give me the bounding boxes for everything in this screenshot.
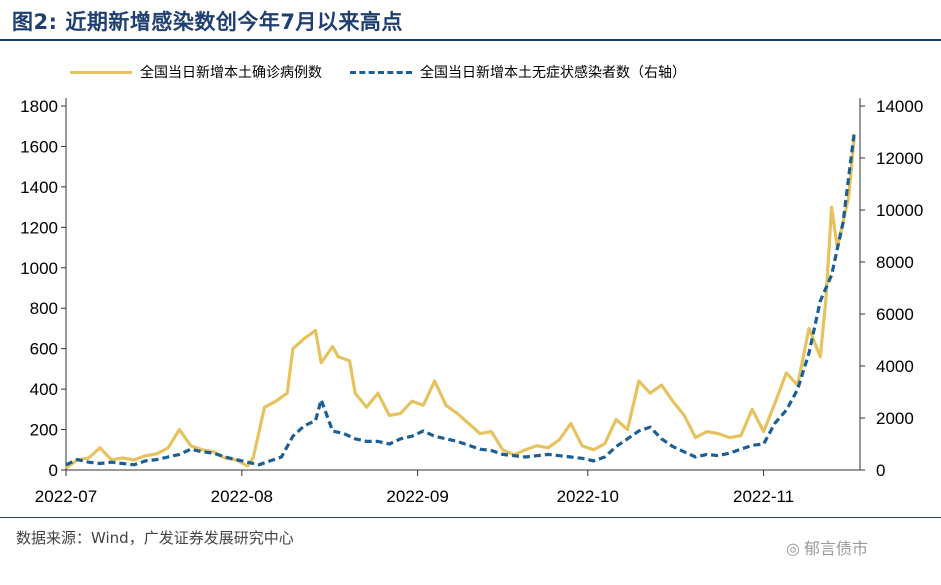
chart-legend: 全国当日新增本土确诊病例数 全国当日新增本土无症状感染者数（右轴） xyxy=(70,62,686,82)
y-right-tick-label: 8000 xyxy=(876,253,914,272)
x-tick-label: 2022-11 xyxy=(733,487,794,506)
y-right-tick-label: 2000 xyxy=(876,409,914,428)
legend-item-confirmed: 全国当日新增本土确诊病例数 xyxy=(70,62,322,82)
y-left-tick-label: 0 xyxy=(49,461,58,480)
watermark-text: 郁言债市 xyxy=(803,539,868,558)
y-right-tick-label: 6000 xyxy=(876,305,914,324)
y-right-tick-label: 10000 xyxy=(876,201,923,220)
y-left-tick-label: 800 xyxy=(30,299,58,318)
legend-label-asymptomatic: 全国当日新增本土无症状感染者数（右轴） xyxy=(420,65,686,81)
y-right-tick-label: 14000 xyxy=(876,97,923,116)
legend-item-asymptomatic: 全国当日新增本土无症状感染者数（右轴） xyxy=(350,62,686,82)
title-divider xyxy=(0,39,941,41)
legend-label-confirmed: 全国当日新增本土确诊病例数 xyxy=(140,65,322,81)
series-line-confirmed xyxy=(65,136,856,470)
y-right-tick-label: 12000 xyxy=(876,149,923,168)
y-left-tick-label: 600 xyxy=(30,340,58,359)
legend-swatch-dashed xyxy=(350,70,412,74)
y-left-tick-label: 1000 xyxy=(20,259,58,278)
legend-swatch-solid xyxy=(70,70,132,74)
line-chart: 0 200 400 600 800 1000 1200 1400 1600 1800 0 2000 40… xyxy=(20,97,923,506)
y-left-tick-label: 1400 xyxy=(20,178,58,197)
y-left-tick-label: 400 xyxy=(30,380,58,399)
chart-title: 图2: 近期新增感染数创今年7月以来高点 xyxy=(12,10,403,34)
y-right-tick-label: 0 xyxy=(876,461,885,480)
y-left-tick-label: 1600 xyxy=(20,137,58,156)
x-tick-label: 2022-07 xyxy=(35,487,97,506)
x-tick-label: 2022-09 xyxy=(386,487,448,506)
source-note: 数据来源：Wind，广发证券发展研究中心 xyxy=(16,529,294,547)
x-tick-label: 2022-08 xyxy=(211,487,273,506)
y-right-tick-label: 4000 xyxy=(876,357,914,376)
wechat-icon: ◎ xyxy=(786,539,800,558)
footer-divider xyxy=(0,517,941,518)
series-line-asymptomatic xyxy=(65,131,856,467)
watermark: ◎ 郁言债市 xyxy=(786,535,868,559)
x-tick-label: 2022-10 xyxy=(557,487,619,506)
y-left-tick-label: 1800 xyxy=(20,97,58,116)
y-left-tick-label: 200 xyxy=(30,421,58,440)
y-left-tick-label: 1200 xyxy=(20,218,58,237)
